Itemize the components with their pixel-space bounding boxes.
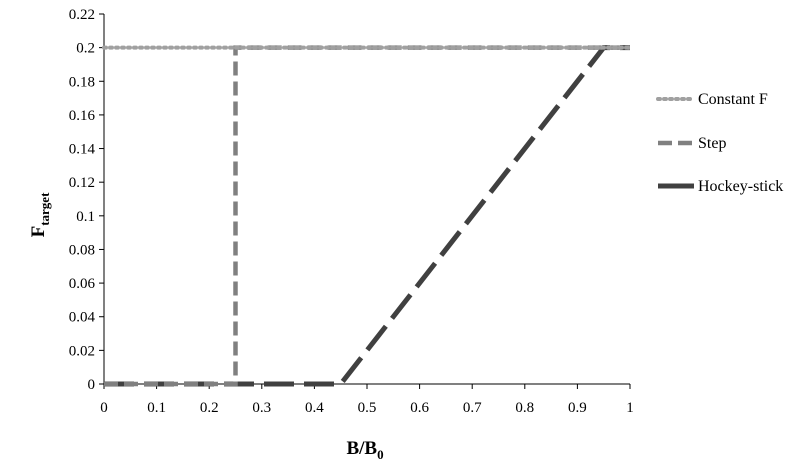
y-tick-label: 0.06 <box>69 276 96 292</box>
y-tick-label: 0.02 <box>69 343 95 359</box>
x-tick-label: 0.4 <box>305 400 324 416</box>
x-tick-label: 0.1 <box>147 400 166 416</box>
y-tick-label: 0.12 <box>69 175 95 191</box>
y-tick-labels: 0 0.02 0.04 0.06 0.08 0.1 0.12 0.14 0.16 0.18 0.2 0… <box>69 7 96 393</box>
x-axis-title: B/B0 <box>346 438 383 462</box>
x-tick-label: 0.9 <box>568 400 587 416</box>
y-tick-label: 0.1 <box>76 209 95 225</box>
legend-label-constant-f: Constant F <box>698 91 768 108</box>
legend-label-hockey-stick: Hockey-stick <box>698 178 783 195</box>
y-tick-label: 0.2 <box>76 41 95 57</box>
y-tick-label: 0.22 <box>69 7 95 23</box>
y-tick-label: 0 <box>88 377 96 393</box>
axes <box>99 13 631 389</box>
x-tick-labels: 0 0.1 0.2 0.3 0.4 0.5 0.6 0.7 0.8 0.9 1 <box>100 400 634 416</box>
series-layer <box>102 45 632 387</box>
y-tick-label: 0.14 <box>69 142 96 158</box>
x-tick-label: 0.7 <box>463 400 482 416</box>
x-axis-title-main: B/B <box>346 438 377 459</box>
y-tick-label: 0.04 <box>69 310 96 326</box>
y-tick-label: 0.18 <box>69 74 95 90</box>
y-axis-title-sub: target <box>37 192 52 226</box>
y-axis-title: Ftarget <box>28 192 52 237</box>
x-axis-title-sub: 0 <box>377 447 384 462</box>
series-line-hockey-stick <box>104 45 630 387</box>
y-tick-label: 0.08 <box>69 242 95 258</box>
y-tick-label: 0.16 <box>69 108 96 124</box>
series-line-step <box>104 45 630 387</box>
x-tick-label: 0.5 <box>358 400 377 416</box>
x-tick-label: 1 <box>626 400 634 416</box>
legend: Constant F Step Hockey-stick <box>656 91 783 195</box>
x-tick-label: 0.6 <box>410 400 429 416</box>
x-tick-label: 0.2 <box>200 400 219 416</box>
x-tick-label: 0.3 <box>252 400 271 416</box>
x-tick-label: 0.8 <box>515 400 534 416</box>
x-tick-label: 0 <box>100 400 108 416</box>
legend-label-step: Step <box>698 135 726 152</box>
y-axis-title-main: F <box>28 226 49 238</box>
